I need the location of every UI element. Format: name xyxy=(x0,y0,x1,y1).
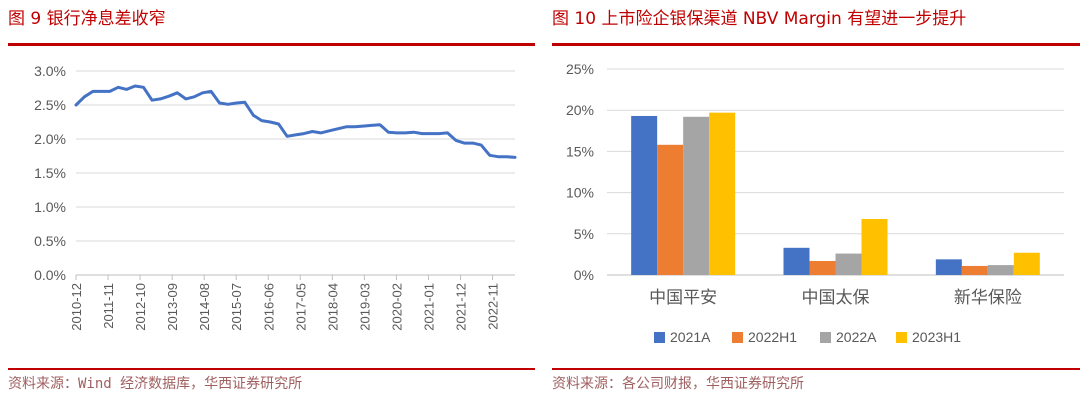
figure-10-title: 图 10 上市险企银保渠道 NBV Margin 有望进一步提升 xyxy=(552,9,967,29)
legend-swatch xyxy=(732,332,743,343)
x-tick-label: 2012-10 xyxy=(133,283,148,331)
bar-2021A xyxy=(631,115,658,275)
x-tick-label: 2022-11 xyxy=(486,283,501,330)
x-tick-label: 2020-02 xyxy=(389,283,404,331)
bar-2022H1 xyxy=(809,260,836,275)
bar-2023H1 xyxy=(861,218,888,275)
title-rule xyxy=(8,43,535,46)
y-tick-label: 1.5% xyxy=(34,165,66,181)
figure-10-source: 资料来源：各公司财报，华西证券研究所 xyxy=(552,376,804,392)
category-label: 新华保险 xyxy=(954,288,1022,307)
y-tick-label: 5% xyxy=(574,226,594,242)
y-tick-label: 10% xyxy=(566,185,594,201)
legend-label: 2021A xyxy=(670,329,711,345)
bar-2021A xyxy=(783,247,810,275)
bar-2022H1 xyxy=(961,265,988,275)
x-tick-label: 2014-08 xyxy=(197,283,212,331)
x-tick-label: 2016-06 xyxy=(261,283,276,331)
x-tick-label: 2018-04 xyxy=(325,283,340,331)
x-tick-label: 2021-01 xyxy=(421,283,436,331)
nim-line-series xyxy=(74,84,517,159)
bar-2022H1 xyxy=(657,144,684,275)
legend: 2021A 2022H1 2022A 2023H1 xyxy=(654,329,961,345)
y-tick-label: 20% xyxy=(566,102,594,118)
x-tick-label: 2010-12 xyxy=(69,283,84,331)
y-tick-label: 3.0% xyxy=(34,63,66,79)
source-rule xyxy=(8,368,535,370)
x-tick-label: 2017-05 xyxy=(293,283,308,331)
legend-swatch xyxy=(654,332,665,343)
x-tick-label: 2013-09 xyxy=(165,283,180,331)
y-tick-label: 1.0% xyxy=(34,199,66,215)
figure-9-panel: 图 9 银行净息差收窄 0.0% 0.5% 1.0% 1.5% 2.0% 2.5% 3.0%… xyxy=(0,0,535,401)
y-tick-label: 25% xyxy=(566,61,594,77)
category-label: 中国平安 xyxy=(649,288,717,307)
legend-swatch xyxy=(820,332,831,343)
x-tick-label: 2011-11 xyxy=(101,283,116,329)
net-interest-margin-chart: 0.0% 0.5% 1.0% 1.5% 2.0% 2.5% 3.0% 2010-12 2011-… xyxy=(34,63,517,331)
y-tick-label: 0% xyxy=(574,267,594,283)
y-tick-label: 15% xyxy=(566,143,594,159)
x-tick-label: 2019-03 xyxy=(357,283,372,331)
bar-2022A xyxy=(987,265,1014,275)
y-tick-label: 2.5% xyxy=(34,97,66,113)
bar-2022A xyxy=(683,116,710,276)
x-tick-label: 2015-07 xyxy=(229,283,244,331)
figure-9-source: 资料来源：Wind 经济数据库，华西证券研究所 xyxy=(8,376,303,392)
legend-label: 2022H1 xyxy=(748,329,797,345)
y-tick-label: 2.0% xyxy=(34,131,66,147)
y-tick-label: 0.0% xyxy=(34,267,66,283)
figure-10-panel: 图 10 上市险企银保渠道 NBV Margin 有望进一步提升 0% 5% 10%… xyxy=(544,0,1080,401)
bar-2023H1 xyxy=(709,112,736,275)
legend-swatch xyxy=(896,332,907,343)
title-rule xyxy=(552,43,1080,46)
bar-2023H1 xyxy=(1013,252,1040,275)
bar-2022A xyxy=(835,253,862,275)
category-label: 中国太保 xyxy=(802,288,870,307)
y-tick-label: 0.5% xyxy=(34,233,66,249)
x-tick-label: 2021-12 xyxy=(454,283,469,331)
legend-label: 2023H1 xyxy=(912,329,961,345)
legend-label: 2022A xyxy=(836,329,877,345)
source-rule xyxy=(552,368,1080,370)
bar-2021A xyxy=(935,259,962,275)
figure-9-title: 图 9 银行净息差收窄 xyxy=(8,9,166,29)
